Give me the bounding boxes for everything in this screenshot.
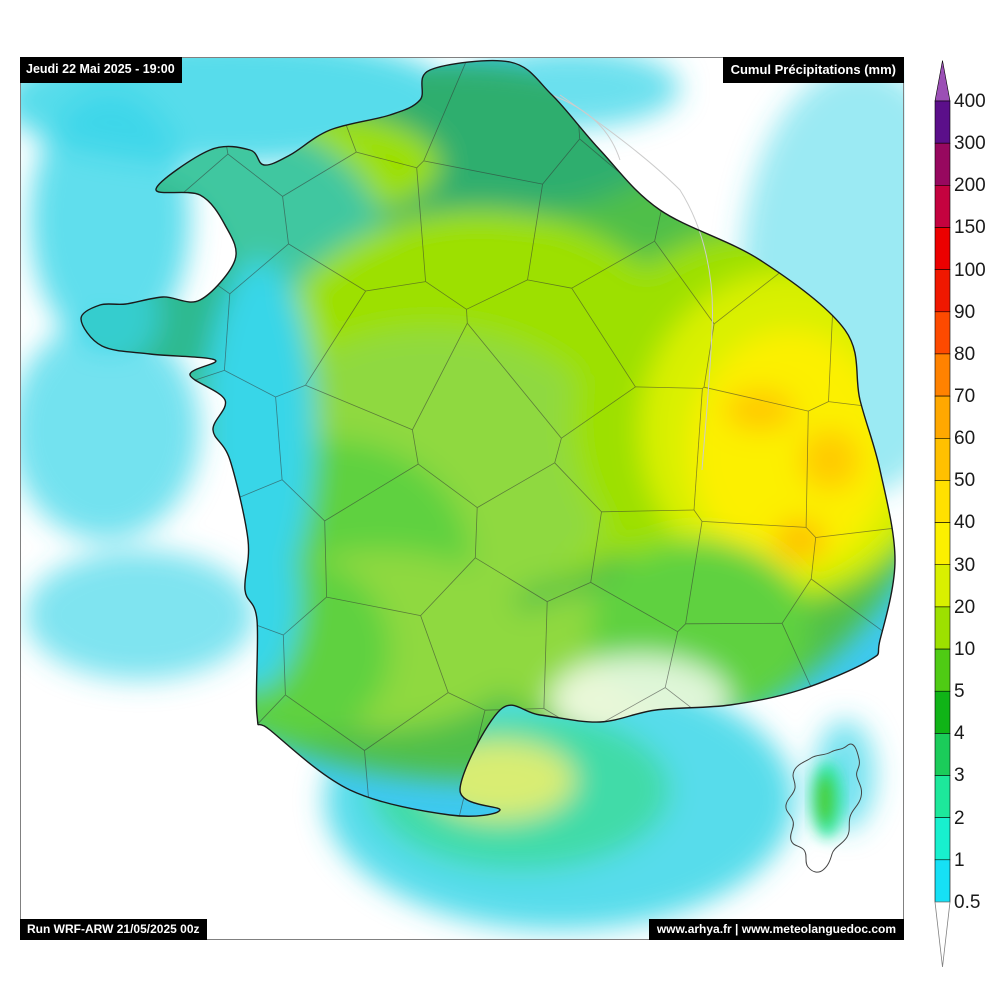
svg-text:1: 1 (954, 850, 965, 871)
svg-text:0.5: 0.5 (954, 892, 980, 913)
svg-text:400: 400 (954, 91, 986, 112)
svg-text:300: 300 (954, 133, 986, 154)
svg-text:40: 40 (954, 512, 975, 533)
svg-text:5: 5 (954, 681, 965, 702)
svg-text:70: 70 (954, 386, 975, 407)
svg-text:10: 10 (954, 639, 975, 660)
svg-text:90: 90 (954, 302, 975, 323)
svg-text:30: 30 (954, 555, 975, 576)
svg-text:60: 60 (954, 428, 975, 449)
svg-text:80: 80 (954, 344, 975, 365)
svg-text:20: 20 (954, 597, 975, 618)
svg-text:2: 2 (954, 808, 965, 829)
svg-text:3: 3 (954, 765, 965, 786)
svg-text:200: 200 (954, 175, 986, 196)
svg-text:150: 150 (954, 217, 986, 238)
svg-text:100: 100 (954, 260, 986, 281)
svg-text:4: 4 (954, 723, 965, 744)
svg-text:50: 50 (954, 470, 975, 491)
